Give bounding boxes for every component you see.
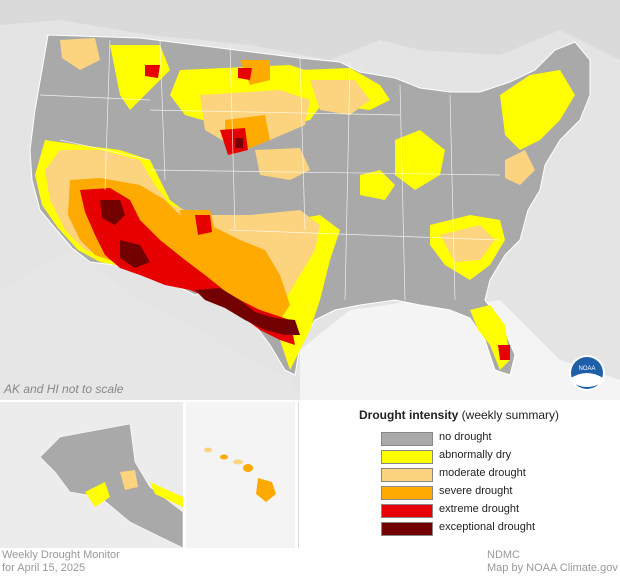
alaska-abnormally-dry: [85, 482, 110, 507]
legend-swatch: [381, 432, 433, 446]
molokai: [233, 459, 243, 465]
alaska-land: [39, 423, 183, 548]
kauai: [204, 447, 212, 453]
footer-left: Weekly Drought Monitor for April 15, 202…: [2, 549, 120, 575]
noaa-logo-text: NOAA: [578, 366, 595, 372]
legend-label: moderate drought: [439, 467, 526, 479]
hawaii-map: [186, 402, 295, 548]
legend-swatch: [381, 522, 433, 536]
maui: [243, 464, 253, 472]
legend-label: abnormally dry: [439, 449, 512, 461]
footer-date: for April 15, 2025: [2, 562, 86, 574]
legend-swatch: [381, 504, 433, 518]
noaa-logo: NOAA: [569, 355, 605, 391]
legend-swatch: [381, 450, 433, 464]
legend-swatch: [381, 468, 433, 482]
alaska-panhandle-dry: [150, 482, 183, 507]
legend-label: no drought: [439, 431, 492, 443]
legend-title-rest: (weekly summary): [458, 408, 560, 422]
exceptional-drought-areas: [100, 138, 300, 335]
footer-credit: Map by NOAA Climate.gov: [487, 562, 618, 574]
legend-title: Drought intensity (weekly summary): [359, 408, 559, 422]
footer-title: Weekly Drought Monitor: [2, 549, 120, 561]
legend: Drought intensity (weekly summary) no dr…: [298, 402, 620, 548]
alaska-inset: [0, 402, 183, 548]
legend-label: extreme drought: [439, 503, 520, 515]
legend-title-bold: Drought intensity: [359, 408, 459, 422]
alaska-map: [0, 402, 183, 548]
mexico-land: [0, 250, 300, 400]
legend-label: severe drought: [439, 485, 513, 497]
state-borders: [39, 39, 501, 301]
scale-note: AK and HI not to scale: [4, 382, 124, 396]
legend-swatch: [381, 486, 433, 500]
footer-right: NDMC Map by NOAA Climate.gov: [487, 549, 618, 575]
legend-label: exceptional drought: [439, 521, 536, 533]
canada-land: [0, 0, 620, 60]
footer-source: NDMC: [487, 549, 520, 561]
drought-map: NOAA: [0, 0, 620, 400]
gulf-water: [300, 300, 620, 400]
big-island: [256, 478, 276, 502]
oahu: [220, 454, 228, 460]
alaska-moderate: [120, 470, 138, 490]
hawaii-inset: [186, 402, 295, 548]
